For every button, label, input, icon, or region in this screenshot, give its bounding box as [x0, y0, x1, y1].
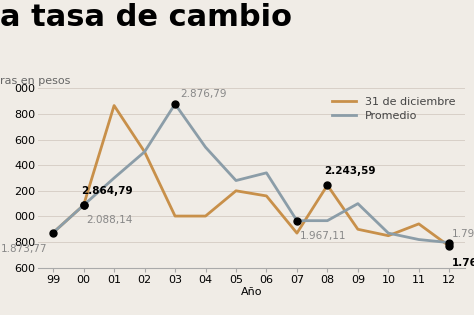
Text: a tasa de cambio: a tasa de cambio: [0, 3, 292, 32]
31 de diciembre: [203, 214, 209, 218]
Promedio: [142, 150, 147, 154]
31 de diciembre: [355, 227, 361, 231]
X-axis label: Año: Año: [240, 288, 262, 297]
Text: ras en pesos: ras en pesos: [0, 76, 70, 86]
Promedio: [447, 241, 452, 244]
Text: 1.76: 1.76: [452, 258, 474, 268]
Promedio: [81, 203, 86, 207]
31 de diciembre: [325, 183, 330, 187]
31 de diciembre: [142, 150, 147, 154]
Promedio: [111, 176, 117, 180]
Promedio: [233, 179, 239, 182]
Promedio: [325, 219, 330, 223]
Text: 1.873,77: 1.873,77: [0, 244, 47, 254]
Promedio: [203, 145, 209, 149]
Promedio: [172, 102, 178, 106]
Text: 2.876,79: 2.876,79: [181, 89, 227, 99]
31 de diciembre: [264, 194, 269, 198]
Promedio: [294, 219, 300, 223]
31 de diciembre: [172, 214, 178, 218]
31 de diciembre: [385, 234, 391, 238]
Line: Promedio: Promedio: [53, 104, 449, 243]
Promedio: [264, 171, 269, 175]
Legend: 31 de diciembre, Promedio: 31 de diciembre, Promedio: [328, 94, 459, 124]
31 de diciembre: [416, 222, 422, 226]
Promedio: [385, 231, 391, 235]
Text: 2.864,79: 2.864,79: [81, 186, 132, 196]
31 de diciembre: [111, 104, 117, 107]
Text: 1.967,11: 1.967,11: [300, 231, 346, 241]
31 de diciembre: [294, 231, 300, 235]
Text: 2.088,14: 2.088,14: [86, 215, 133, 225]
Promedio: [416, 238, 422, 241]
Text: 1.79: 1.79: [452, 229, 474, 239]
31 de diciembre: [81, 203, 86, 207]
31 de diciembre: [50, 231, 56, 235]
Line: 31 de diciembre: 31 de diciembre: [53, 106, 449, 246]
Promedio: [50, 231, 56, 235]
Text: 2.243,59: 2.243,59: [325, 166, 376, 176]
31 de diciembre: [233, 189, 239, 193]
31 de diciembre: [447, 244, 452, 248]
Promedio: [355, 202, 361, 205]
